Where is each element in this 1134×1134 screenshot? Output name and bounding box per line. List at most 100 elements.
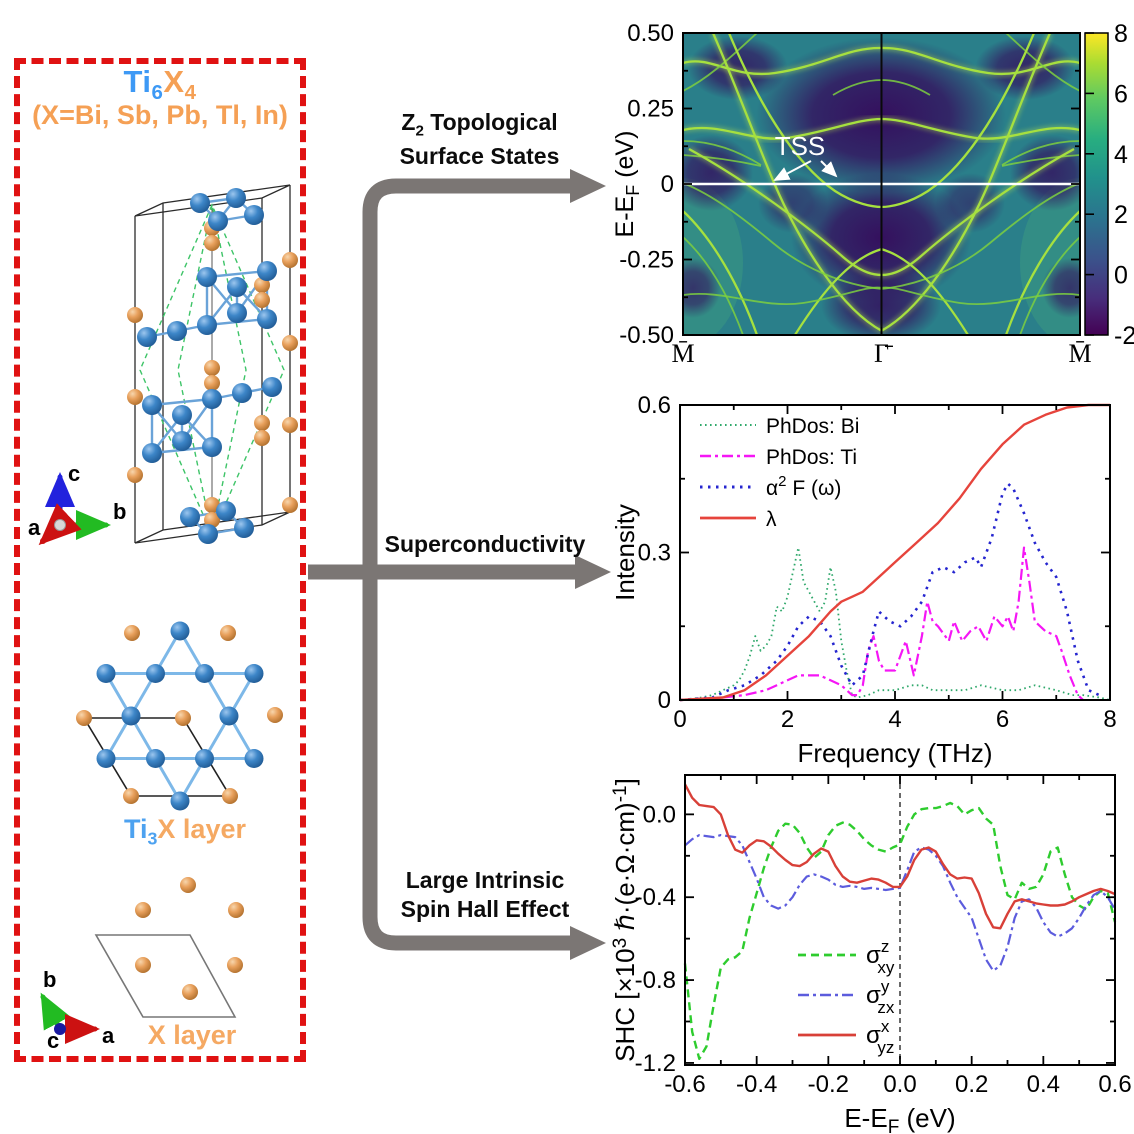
arrow-label-spin-hall: Large Intrinsic Spin Hall Effect xyxy=(360,866,610,924)
x-tick-label: -0.6 xyxy=(664,1071,705,1098)
x-tick-label: -0.2 xyxy=(808,1071,849,1098)
label-surface-states: Surface States xyxy=(399,142,560,169)
y-tick-label: -1.2 xyxy=(635,1050,676,1077)
colorbar xyxy=(1084,32,1109,336)
legend-label: σz xy xyxy=(866,937,895,977)
ti3x-layer-label: Ti3X layer xyxy=(60,814,310,849)
rich-text-part: Z xyxy=(401,109,416,135)
k-point-label: Γ̄ xyxy=(874,339,893,368)
x-layer-diagram: b a c xyxy=(40,877,244,1053)
arrowhead-top xyxy=(570,169,606,203)
x-tick-label: 0 xyxy=(673,706,686,733)
rich-text-part: X layer xyxy=(157,814,246,844)
rich-text-part: 3 xyxy=(147,828,158,849)
rich-text-part: Topological xyxy=(423,109,558,135)
colorbar-tick-label: 6 xyxy=(1114,80,1128,108)
legend-label: σx yz xyxy=(866,1017,894,1057)
axis-label-a: a xyxy=(28,515,41,540)
ti-atoms-3d xyxy=(137,188,282,544)
x-tick-label: 0.4 xyxy=(1027,1071,1060,1098)
legend-label: PhDos: Ti xyxy=(766,446,857,469)
axis-label-b: b xyxy=(113,499,126,524)
x-tick-label: 0.6 xyxy=(1098,1071,1131,1098)
k-point-label: M̄ xyxy=(671,339,694,368)
x-tick-label: 0.2 xyxy=(955,1071,988,1098)
compound-formula-title: Ti6X4 xyxy=(14,64,306,105)
y-axis-title: Intensity xyxy=(610,504,640,601)
colorbar-tick-label: 0 xyxy=(1114,262,1128,290)
label-large-intrinsic: Large Intrinsic xyxy=(405,867,565,893)
rich-text-part: X xyxy=(163,64,185,99)
x-axis-title: Frequency (THz) xyxy=(797,738,992,768)
series-σ_yz^x xyxy=(683,783,1116,930)
y-tick-label: 0.3 xyxy=(638,540,671,567)
compound-panel-border xyxy=(14,58,306,1062)
phonon-superconductivity-plot: 0 2 4 6 8 0 0.3 0.6 Frequency (THz) Intensity PhDo… xyxy=(610,392,1117,768)
connector-arrows xyxy=(308,169,611,960)
y-tick-label: 0 xyxy=(661,171,674,198)
axis-triad-3d: c b a xyxy=(28,461,126,546)
y-tick-label: 0.50 xyxy=(627,20,674,47)
rich-text-part: 4 xyxy=(184,81,197,105)
y-tick-label: -0.4 xyxy=(635,884,676,911)
legend-label: α2 F (ω) xyxy=(766,473,841,500)
x-tick-label: -0.4 xyxy=(736,1071,777,1098)
y-tick-label: -0.8 xyxy=(635,967,676,994)
x-atoms-xlayer xyxy=(135,877,244,1000)
x-atoms-layer xyxy=(76,625,283,804)
y-axis-title: E-EF (eV) xyxy=(611,131,643,238)
rich-text-part: 2 xyxy=(415,122,424,140)
colorbar-tick-label: 4 xyxy=(1114,141,1128,169)
x-axis-title: E-EF (eV) xyxy=(844,1103,955,1134)
y-tick-label: -0.25 xyxy=(619,247,674,274)
k-point-label: M̄ xyxy=(1068,339,1091,368)
axis-label-b: b xyxy=(43,967,56,992)
arrow-label-topological: Z2 Topological Surface States xyxy=(352,108,607,170)
crystal-structure-3d: c b a xyxy=(28,184,298,546)
y-tick-label: -0.50 xyxy=(619,322,674,349)
x-tick-label: 0.0 xyxy=(883,1071,916,1098)
x-tick-label: 6 xyxy=(996,706,1009,733)
series-PhDos: Bi xyxy=(679,546,1111,701)
legend-label: PhDos: Bi xyxy=(766,415,859,438)
colorbar-tick-label: -2 xyxy=(1114,322,1134,350)
arrowhead-bottom xyxy=(570,926,606,960)
x-tick-label: 4 xyxy=(888,706,901,733)
y-tick-label: 0.0 xyxy=(643,801,676,828)
axis-triad-2d: b a c xyxy=(40,967,115,1053)
rich-text-part: Ti xyxy=(123,64,152,99)
kagome-bonds xyxy=(103,628,257,804)
colorbar-tick-label: 2 xyxy=(1114,201,1128,229)
y-axis-title: SHC [×103 ℏ·(e·Ω·cm)-1] xyxy=(610,778,640,1062)
ti-atoms-layer xyxy=(96,621,264,811)
x-tick-label: 8 xyxy=(1103,706,1116,733)
series-PhDos: Ti xyxy=(679,546,1084,702)
arrow-label-superconductivity: Superconductivity xyxy=(384,531,586,557)
label-spin-hall-effect: Spin Hall Effect xyxy=(400,895,570,922)
rich-text-part: Ti xyxy=(123,814,148,844)
arrowhead-middle xyxy=(575,555,611,589)
compound-subtitle: (X=Bi, Sb, Pb, Tl, In) xyxy=(32,100,288,130)
band-structure-plot: 0.500.250-0.25-0.50M̄ Γ̄ M̄E-EF (eV)86420-… xyxy=(611,20,1134,368)
series-σ_xy^z xyxy=(683,801,1117,1060)
tss-annotation: TSS xyxy=(775,131,826,161)
x-tick-label: 2 xyxy=(781,706,794,733)
rich-text-part: 6 xyxy=(151,81,164,105)
x-atoms-3d xyxy=(127,220,298,528)
x-layer-label: X layer xyxy=(147,1020,237,1050)
axis-label-c: c xyxy=(68,461,80,486)
y-tick-label: 0 xyxy=(658,687,671,714)
label-z2-topological: Z2 Topological xyxy=(352,108,607,142)
legend-label: σy zx xyxy=(866,977,895,1017)
colorbar-tick-label: 8 xyxy=(1114,20,1128,48)
y-tick-label: 0.6 xyxy=(638,392,671,419)
series-α² F (ω) xyxy=(679,482,1100,702)
legend-label: λ xyxy=(766,508,777,531)
spin-hall-conductivity-plot: -0.6 -0.4 -0.2 0.0 0.2 0.4 0.6 0.0 -0.4 -0.8 -1.2 E… xyxy=(610,774,1132,1134)
axis-label-c: c xyxy=(47,1028,59,1053)
axis-label-a: a xyxy=(102,1023,115,1048)
spectral-function-heatmap xyxy=(683,33,1080,335)
series-λ xyxy=(679,403,1110,702)
plot-frame xyxy=(679,404,1111,701)
